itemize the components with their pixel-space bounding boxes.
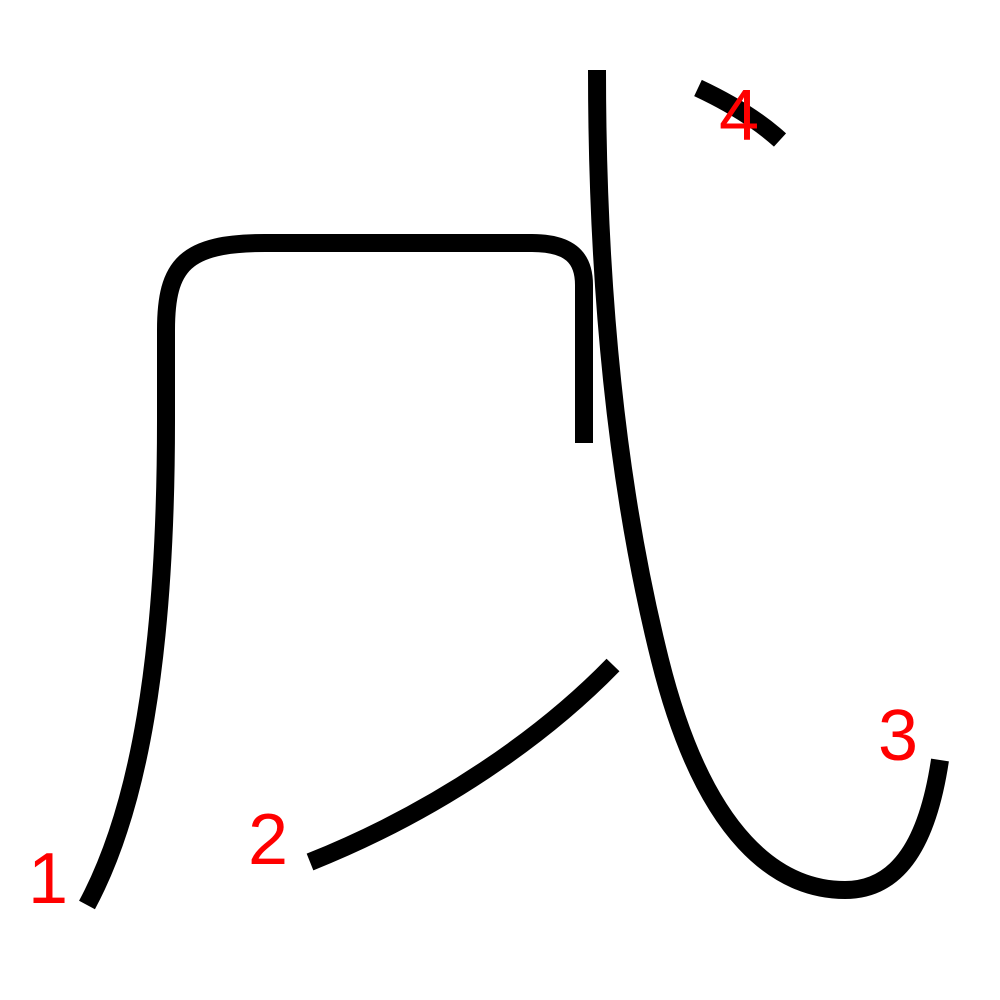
stroke-3 [588, 69, 949, 899]
stroke-number-1: 1 [28, 839, 68, 919]
stroke-1 [79, 234, 593, 910]
stroke-number-2: 2 [248, 800, 288, 880]
stroke-4 [694, 79, 787, 147]
stroke-number-4: 4 [719, 76, 759, 156]
stroke-2 [306, 658, 620, 871]
stroke-number-3: 3 [878, 696, 918, 776]
